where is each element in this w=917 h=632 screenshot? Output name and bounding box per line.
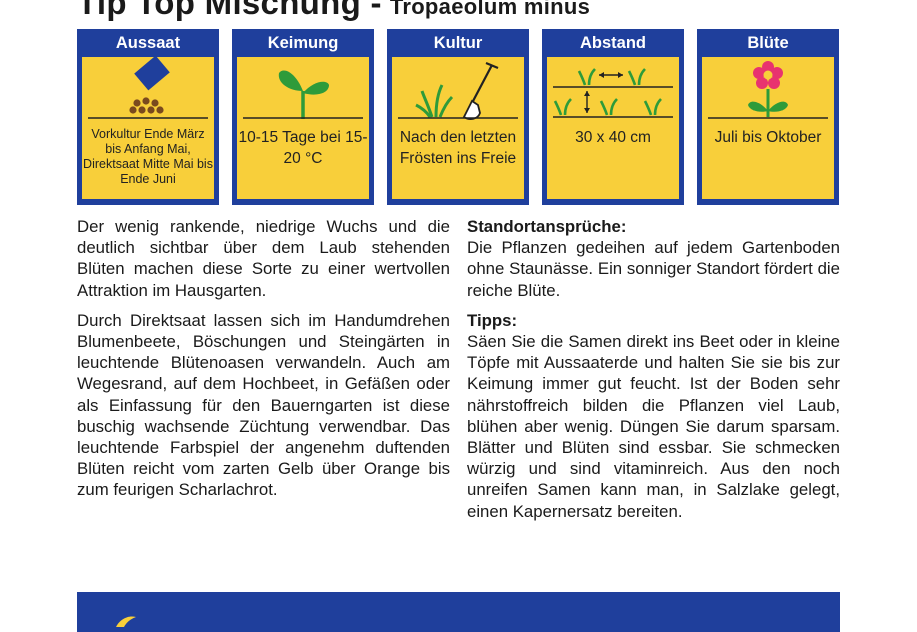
card-abstand: Abstand 30 x 40 cm xyxy=(542,29,684,205)
card-title: Kultur xyxy=(433,34,483,52)
card-bluete: Blüte Juli bis Oktober xyxy=(697,29,839,205)
latin-name: Tropaeolum minus xyxy=(389,0,591,19)
card-body: Vorkultur Ende März bis Anfang Mai, Dire… xyxy=(82,57,214,199)
card-keimung: Keimung 10-15 Tage bei 15-20 °C xyxy=(232,29,374,205)
card-text: Nach den letzten Frösten ins Freie xyxy=(399,129,517,167)
card-title: Aussaat xyxy=(115,34,181,52)
flower-icon xyxy=(708,61,828,119)
card-text: Juli bis Oktober xyxy=(714,129,822,146)
title-text: Tip Top Mischung - xyxy=(77,0,382,21)
location-paragraph: Die Pflanzen gedeihen auf jedem Gartenbo… xyxy=(467,238,840,300)
card-body: Nach den letzten Frösten ins Freie xyxy=(392,57,524,199)
card-title: Blüte xyxy=(747,34,789,52)
section-heading-tips: Tipps: xyxy=(467,310,518,330)
card-text: 30 x 40 cm xyxy=(575,129,651,146)
card-body: Juli bis Oktober xyxy=(702,57,834,199)
care-column: Standortansprüche: Die Pflanzen gedeihen… xyxy=(467,216,840,522)
page-title: Tip Top Mischung - Tropaeolum minus xyxy=(77,0,590,22)
description-column: Der wenig rankende, niedrige Wuchs und d… xyxy=(77,216,450,501)
card-body: 30 x 40 cm xyxy=(547,57,679,199)
card-text: Vorkultur Ende März bis Anfang Mai, Dire… xyxy=(83,127,213,186)
card-body: 10-15 Tage bei 15-20 °C xyxy=(237,57,369,199)
description-paragraph: Der wenig rankende, niedrige Wuchs und d… xyxy=(77,217,450,300)
card-text: 10-15 Tage bei 15-20 °C xyxy=(238,129,368,167)
card-kultur: Kultur Nach den letzten Frösten ins Frei… xyxy=(387,29,529,205)
spacing-icon xyxy=(553,68,673,118)
card-title: Keimung xyxy=(267,34,339,52)
section-heading-location: Standortansprüche: xyxy=(467,217,627,236)
card-aussaat: Aussaat Vorkultur Ende März bis Anfang M… xyxy=(77,29,219,205)
seedling-icon xyxy=(243,70,363,119)
brand-logo-icon xyxy=(116,616,136,627)
spade-icon xyxy=(398,61,518,120)
bottom-banner xyxy=(77,592,840,632)
tips-paragraph: Säen Sie die Samen direkt ins Beet oder … xyxy=(467,332,840,521)
sowing-icon xyxy=(88,57,208,119)
description-paragraph: Durch Direktsaat lassen sich im Handumdr… xyxy=(77,310,450,500)
card-title: Abstand xyxy=(580,34,646,52)
